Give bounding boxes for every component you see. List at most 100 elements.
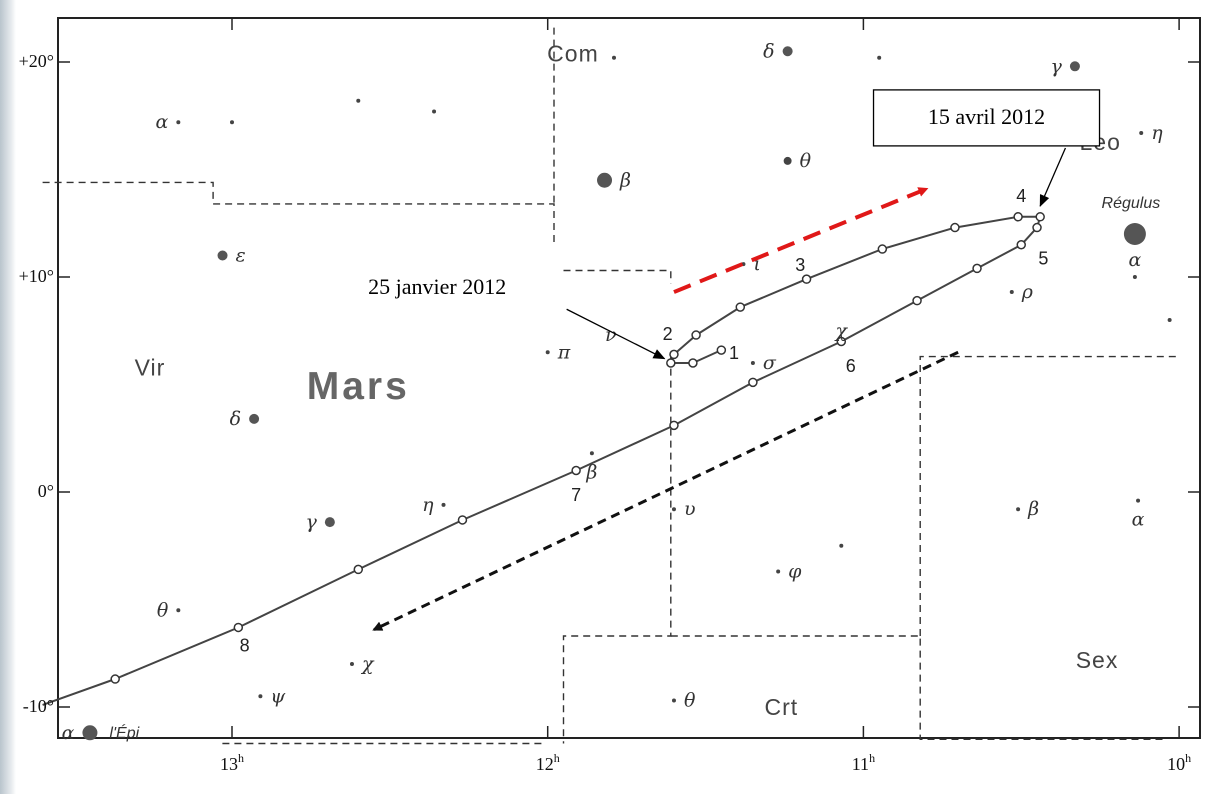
star-label: ν [605, 324, 617, 346]
star-marker [671, 698, 676, 703]
star-label: σ [763, 352, 777, 374]
star-marker [776, 569, 781, 574]
track-point [877, 244, 888, 254]
planet-label: Mars [307, 365, 410, 408]
star-label: β [585, 461, 597, 483]
constellation-label: Vir [135, 355, 166, 381]
black-arrow [372, 350, 959, 631]
track-point [1013, 212, 1023, 222]
star-label: β [1027, 498, 1039, 520]
star-marker [230, 120, 234, 125]
y-tick-label: +10° [19, 266, 54, 286]
star-marker [597, 172, 613, 188]
x-tick-label: 12h [536, 751, 560, 774]
star-marker [432, 109, 437, 114]
star-label: η [422, 494, 434, 516]
star-marker [877, 55, 882, 60]
track-point [571, 465, 581, 476]
star-label: α [62, 722, 75, 744]
month-label: 5 [1038, 249, 1048, 269]
y-tick-label: 0° [38, 481, 54, 501]
mars-track [42, 212, 1045, 706]
star-marker [441, 502, 446, 507]
star-marker [324, 517, 335, 528]
star-marker [82, 725, 98, 741]
constellation-boundary [670, 635, 1164, 740]
star-label: γ [1051, 55, 1063, 77]
star-label: ρ [1021, 281, 1034, 303]
star-marker [356, 98, 361, 103]
track-point [353, 564, 364, 575]
annotation-pointer [566, 308, 666, 360]
star-label: α [1132, 509, 1145, 531]
star-name: Régulus [1102, 195, 1161, 212]
star-label: π [557, 341, 571, 363]
constellation-boundary [563, 269, 672, 284]
track-line [42, 215, 1042, 706]
star-label: χ [360, 653, 375, 675]
star-label: θ [157, 599, 169, 621]
star-marker [176, 120, 181, 125]
annotation-pointer [1039, 147, 1067, 207]
track-point [669, 420, 679, 431]
red-arrow [673, 186, 929, 294]
constellation-label: Com [547, 41, 599, 67]
star-marker [611, 55, 616, 60]
track-point [666, 358, 676, 368]
star-label: ε [236, 245, 246, 267]
track-point [748, 377, 758, 388]
annotation-start: 25 janvier 2012 [368, 274, 506, 299]
track-point [457, 515, 468, 525]
track-point [1035, 212, 1045, 222]
month-label: 1 [729, 343, 739, 363]
star-marker [1132, 275, 1137, 279]
star-marker [176, 608, 181, 613]
star-label: θ [684, 690, 696, 712]
track-point [950, 222, 960, 233]
star-label: β [619, 169, 631, 191]
track-point [688, 358, 698, 368]
month-label: 6 [846, 356, 856, 376]
star-marker [249, 413, 260, 424]
track-point [110, 674, 120, 684]
star-label: δ [763, 40, 774, 62]
constellation-boundaries [42, 27, 1180, 745]
constellation-boundary [562, 356, 672, 744]
star-label: γ [306, 511, 318, 533]
star-marker [783, 156, 792, 165]
star-label: χ [834, 320, 849, 342]
star-marker [1167, 318, 1172, 322]
track-point [836, 336, 847, 347]
star-marker [589, 451, 594, 456]
x-tick-label: 11h [852, 751, 875, 774]
month-label: 7 [571, 485, 581, 505]
track-point [801, 274, 812, 284]
axes: +20° +10° 0° -10° 13h 12h 11h 10h [19, 18, 1200, 774]
star-name: l'Épi [109, 723, 139, 742]
annotation-end: 15 avril 2012 [928, 104, 1045, 129]
star-marker [1123, 223, 1146, 245]
star-label: α [1128, 249, 1141, 271]
scan-edge [0, 0, 16, 794]
track-point [1032, 222, 1042, 233]
star-label: ψ [270, 685, 286, 707]
constellation-boundary [42, 181, 555, 243]
star-label: θ [800, 150, 812, 172]
star-marker [349, 662, 354, 666]
track-point [735, 302, 746, 312]
constellation-boundary [919, 355, 1180, 636]
month-label: 8 [240, 636, 250, 656]
y-tick-label: -10° [23, 696, 54, 716]
star-marker [1139, 130, 1144, 135]
track-point [716, 345, 727, 355]
track-point [1016, 240, 1026, 250]
star-marker [545, 350, 550, 355]
star-marker [750, 361, 755, 365]
star-label: η [1151, 122, 1163, 144]
annotations: 25 janvier 2012 15 avril 2012 [368, 89, 1101, 360]
annotation-box [872, 89, 1101, 147]
month-label: 3 [795, 255, 805, 275]
track-point [912, 295, 922, 306]
star-marker [839, 543, 844, 548]
